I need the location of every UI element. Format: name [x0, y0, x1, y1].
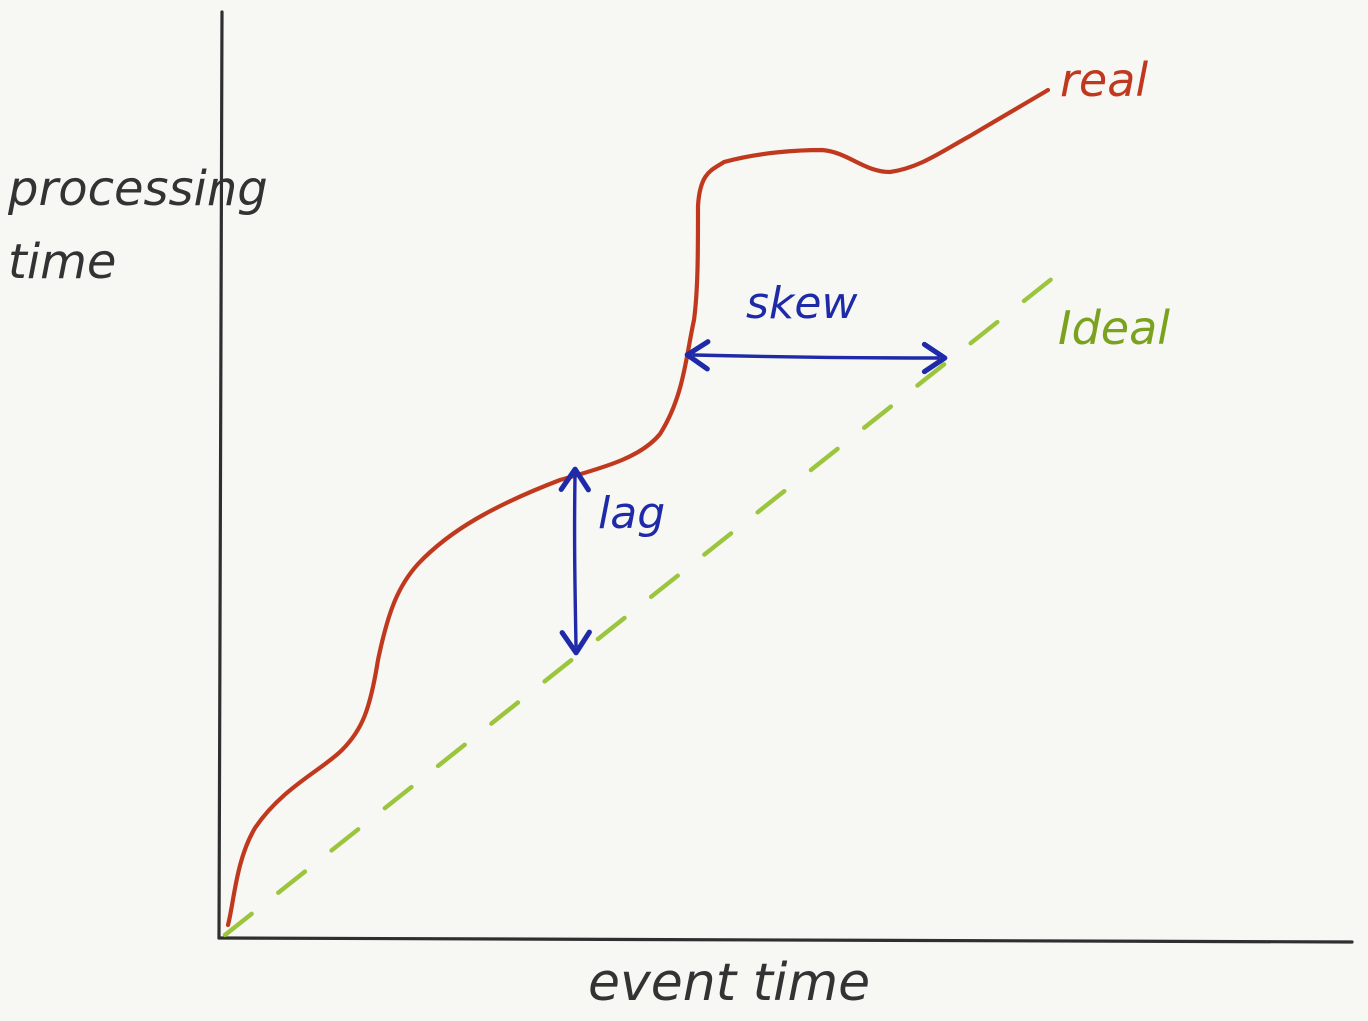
- y-axis-label-line-2: time: [8, 234, 116, 290]
- lag-label: lag: [598, 488, 665, 539]
- x-axis: [217, 936, 1354, 944]
- skew-label: skew: [746, 278, 858, 329]
- series-ideal-line: [222, 263, 1071, 938]
- y-axis: [217, 10, 224, 940]
- skew-arrow: [684, 339, 948, 375]
- legend-ideal-label: Ideal: [1058, 301, 1170, 355]
- y-axis-label-line-1: processing: [7, 161, 268, 217]
- legend-real-label: real: [1060, 53, 1148, 107]
- lag-arrow: [558, 466, 592, 656]
- x-axis-label: event time: [588, 953, 870, 1013]
- series-real-line: [225, 87, 1051, 928]
